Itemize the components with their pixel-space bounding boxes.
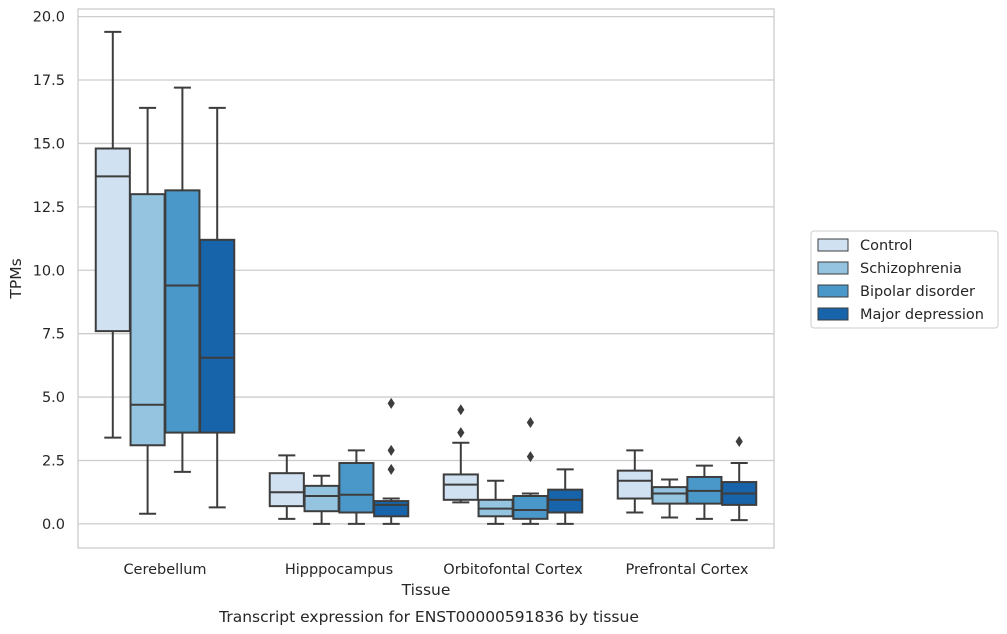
box: [164, 189, 201, 434]
box-bipolar-disorder: [164, 86, 201, 473]
box-major-depression: [547, 468, 584, 525]
legend-item: Major depression: [817, 307, 984, 323]
y-tick-label: 7.5: [42, 327, 65, 343]
legend-item: Bipolar disorder: [817, 284, 975, 300]
x-axis-ticks: Cerebellum Hipppocampus Orbitofontal Corte…: [123, 562, 748, 578]
box: [616, 469, 653, 500]
box: [651, 486, 688, 505]
outlier-marker: [457, 404, 465, 416]
box: [547, 488, 584, 514]
legend-swatch: [817, 238, 849, 252]
x-tick-label: Hipppocampus: [285, 562, 393, 578]
y-axis-ticks: 0.0 2.5 5.0 7.5 10.0 12.5 15.0 17.5 20.0: [33, 10, 65, 533]
legend: Control Schizophrenia Bipolar disorder Majo…: [810, 230, 999, 329]
outlier-marker: [526, 451, 534, 463]
x-tick-label: Cerebellum: [123, 562, 206, 578]
legend-frame: [810, 230, 999, 329]
x-tick-label: Prefrontal Cortex: [626, 562, 749, 578]
legend-label: Control: [860, 238, 912, 254]
box: [512, 495, 549, 520]
legend-label: Major depression: [860, 307, 984, 323]
box-bipolar-disorder: [686, 464, 723, 520]
box: [268, 472, 305, 508]
box-control: [442, 404, 479, 504]
y-tick-label: 20.0: [33, 10, 65, 26]
y-tick-label: 17.5: [33, 73, 65, 89]
plot-area-frame: [77, 8, 775, 549]
y-tick-label: 5.0: [42, 390, 65, 406]
box: [94, 147, 131, 333]
y-tick-label: 10.0: [33, 263, 65, 279]
box-bipolar-disorder: [512, 416, 549, 525]
y-axis-label: TPMs: [7, 258, 25, 299]
box: [199, 238, 236, 434]
y-tick-label: 15.0: [33, 136, 65, 152]
x-axis-label: Tissue: [401, 581, 451, 599]
legend-label: Schizophrenia: [860, 261, 962, 277]
box: [303, 484, 340, 513]
outlier-marker: [526, 416, 534, 428]
box: [129, 193, 166, 447]
box-control: [268, 454, 305, 520]
outlier-marker: [387, 444, 395, 456]
y-tick-label: 12.5: [33, 200, 65, 216]
box-control: [616, 449, 653, 514]
box-schizophrenia: [129, 106, 166, 515]
box: [442, 473, 479, 501]
box-schizophrenia: [477, 479, 514, 525]
outlier-marker: [457, 427, 465, 439]
legend-item: Control: [817, 238, 912, 254]
outlier-marker: [387, 463, 395, 475]
box-major-depression: [199, 106, 236, 509]
chart-caption: Transcript expression for ENST0000059183…: [218, 608, 639, 626]
legend-swatch: [817, 261, 849, 275]
x-tick-label: Orbitofontal Cortex: [443, 562, 583, 578]
legend-label: Bipolar disorder: [860, 284, 975, 300]
box-plots: [94, 30, 758, 525]
box-control: [94, 30, 131, 439]
box-bipolar-disorder: [338, 449, 375, 525]
box: [373, 500, 410, 518]
legend-item: Schizophrenia: [817, 261, 962, 277]
legend-swatch: [817, 307, 849, 321]
legend-swatch: [817, 284, 849, 298]
outlier-marker: [387, 397, 395, 409]
y-tick-label: 0.0: [42, 517, 65, 533]
outlier-marker: [735, 435, 743, 447]
box-schizophrenia: [303, 474, 340, 525]
y-tick-label: 2.5: [42, 453, 65, 469]
box-schizophrenia: [651, 478, 688, 519]
box-major-depression: [373, 397, 410, 525]
box-major-depression: [721, 435, 758, 522]
box: [338, 462, 375, 514]
